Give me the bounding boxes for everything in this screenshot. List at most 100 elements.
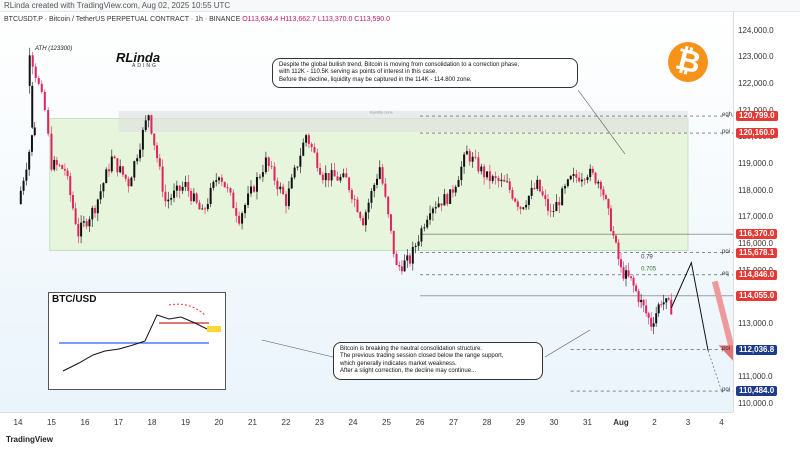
candle-body [599,181,602,190]
candle-body [37,78,40,84]
attribution-bar: RLinda created with TradingView.com, Aug… [0,0,800,12]
liquidity-zone [118,110,688,132]
candle-body [85,221,88,227]
inset-title: BTC/USD [52,294,97,305]
candle-body [31,85,34,128]
level-name: poi [722,387,731,394]
candle-body [398,265,401,267]
candle-body [345,173,348,178]
inset-chart [48,292,226,390]
candle-body [71,194,74,209]
time-tick-label: 24 [348,418,358,427]
time-tick-label: 23 [315,418,324,427]
candle-body [359,212,362,219]
level-price-tag: 110,484.0 [736,386,778,397]
fib-0705-label: 0.705 [641,267,657,273]
rlinda-logo: RLinda [116,50,161,65]
candle-body [305,135,308,143]
candle-body [204,208,207,210]
candle-body [454,186,457,193]
candle-body [235,208,238,216]
candle-body [119,166,122,173]
candle-body [607,199,610,209]
candle-body [580,179,583,182]
candle-body [417,241,420,246]
candle-body [195,193,198,203]
time-tick-label: 19 [181,418,190,427]
candle-body [43,91,46,111]
candle-body [572,174,575,177]
time-tick-label: 20 [214,418,224,427]
candle-body [635,285,638,292]
candle-body [609,208,612,232]
candle-body [187,181,190,191]
symbol-title[interactable]: BTCUSDT.P · Bitcoin / TetherUS PERPETUAL… [4,16,241,23]
candle-body [206,204,209,210]
analysis-note-top[interactable]: Despite the global bullish trend, Bitcoi… [272,58,578,89]
level-name: eqh [722,112,733,119]
candle-body [640,299,643,303]
analysis-note-bottom[interactable]: Bitcoin is breaking the neutral consolid… [333,342,543,380]
rlinda-logo-sub: ADING [132,63,158,69]
candle-body [55,159,58,165]
candle-body [403,260,406,272]
candle-body [468,151,471,162]
tradingview-logo[interactable]: TradingView [6,435,53,444]
candle-body [569,176,572,180]
candle-body [25,169,28,181]
candle-body [594,172,597,184]
time-axis[interactable] [0,412,733,432]
candle-body [549,210,552,212]
candle-body [324,173,327,181]
time-tick-label: 4 [719,418,724,427]
level-name: poi [722,345,731,352]
candle-body [514,198,517,202]
candle-body [158,158,161,167]
candle-body [536,179,539,189]
candle-body [19,190,22,204]
candle-body [69,176,72,195]
candle-body [612,231,615,236]
candle-body [541,191,544,196]
symbol-info: BTCUSDT.P · Bitcoin / TetherUS PERPETUAL… [4,16,390,23]
note-line: Despite the global bullish trend, Bitcoi… [279,62,520,68]
candle-body [630,276,633,278]
candle-body [319,167,322,175]
candle-body [247,193,250,205]
candle-body [494,176,497,179]
projection-path [670,261,709,351]
candle-body [215,180,218,182]
candle-body [178,185,181,191]
candle-body [387,196,390,215]
candle-body [538,179,541,192]
candle-body [637,291,640,303]
candle-body [503,179,506,182]
attribution-text: RLinda created with TradingView.com, Aug… [4,1,231,10]
candle-body [443,194,446,206]
candle-body [364,212,367,226]
candle-body [313,147,316,153]
note-line: with 112K - 110.5K serving as points of … [279,69,437,76]
candle-body [33,127,36,136]
candle-body [525,204,528,208]
candle-body [28,151,31,170]
candle-body [378,167,381,179]
candle-body [34,66,37,79]
candle-body [578,177,581,182]
level-price-tag: 115,678.1 [736,247,778,258]
candle-body [61,165,64,169]
time-tick-label: Aug [613,418,629,427]
candle-body [31,55,34,67]
candle-body [244,204,247,214]
bearish-arrow-shaft [711,280,733,349]
candle-body [287,188,290,207]
candle-body [28,55,31,86]
candle-body [561,188,564,206]
candle-body [620,259,622,268]
candle-body [589,168,592,178]
candle-body [384,183,387,197]
candle-body [307,135,310,144]
candle-body [74,208,77,225]
candle-body [440,203,443,206]
ath-label: ATH (123300) [35,46,73,52]
